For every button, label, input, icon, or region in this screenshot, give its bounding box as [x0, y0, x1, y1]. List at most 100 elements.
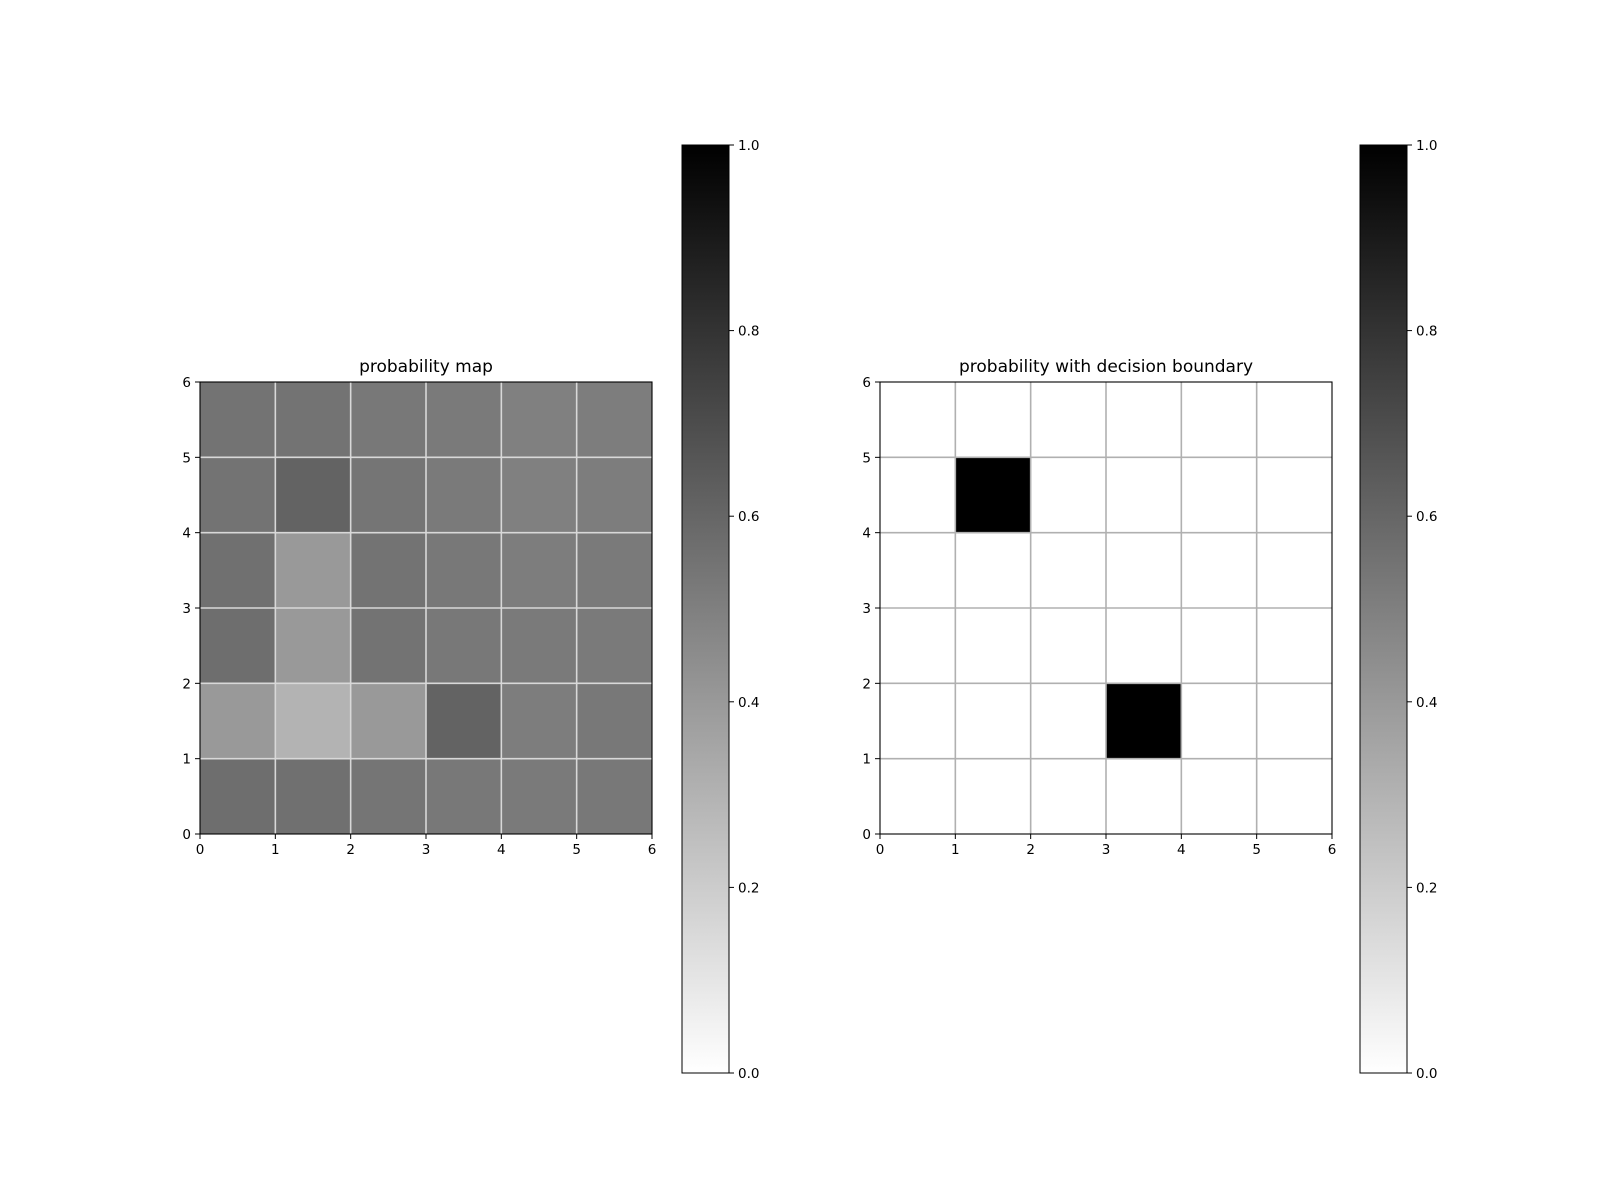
- x-tick-label: 4: [497, 842, 506, 858]
- heatmap-cell-r5-c0: [880, 758, 956, 834]
- heatmap-cell-r2-c0: [200, 532, 276, 608]
- heatmap-cell-r3-c3: [426, 608, 502, 684]
- heatmap-cell-r4-c5: [1256, 683, 1332, 759]
- x-tick-label: 4: [1177, 842, 1186, 858]
- heatmap-cell-r2-c3: [426, 532, 502, 608]
- heatmap-cell-r5-c2: [1030, 758, 1106, 834]
- heatmap-cell-r0-c4: [1181, 382, 1257, 458]
- heatmap-cell-r0-c3: [1106, 382, 1182, 458]
- heatmap-cell-r5-c1: [275, 758, 351, 834]
- heatmap-cell-r1-c0: [200, 457, 276, 533]
- colorbar: [1359, 144, 1408, 1074]
- heatmap-cell-r4-c3: [1106, 683, 1182, 759]
- decision-boundary-chart: probability with decision boundary 0 1 2 3 4 5…: [862, 138, 1437, 1082]
- colorbar-tick-label: 1.0: [738, 138, 759, 154]
- heatmap-cell-r5-c3: [426, 758, 502, 834]
- y-tick-label: 6: [182, 375, 191, 391]
- colorbar-tick-label: 0.2: [1416, 880, 1437, 896]
- y-tick-label: 0: [182, 827, 191, 843]
- heatmap-cell-r2-c1: [275, 532, 351, 608]
- heatmap-cell-r1-c4: [1181, 457, 1257, 533]
- heatmap-cell-r1-c1: [955, 457, 1031, 533]
- heatmap-cell-r3-c4: [1181, 608, 1257, 684]
- x-tick-label: 0: [876, 842, 885, 858]
- colorbar-tick-label: 0.8: [738, 324, 759, 340]
- y-tick-label: 5: [862, 450, 871, 466]
- heatmap-cell-r0-c0: [200, 382, 276, 458]
- heatmap-cell-r0-c4: [501, 382, 577, 458]
- heatmap-cell-r2-c0: [880, 532, 956, 608]
- heatmap-cell-r5-c3: [1106, 758, 1182, 834]
- heatmap-cell-r2-c2: [350, 532, 426, 608]
- heatmap-cell-r3-c0: [880, 608, 956, 684]
- heatmap-cell-r2-c4: [1181, 532, 1257, 608]
- heatmap-cell-r3-c3: [1106, 608, 1182, 684]
- heatmap-cell-r4-c2: [350, 683, 426, 759]
- heatmap-cell-r3-c1: [955, 608, 1031, 684]
- heatmap-cell-r3-c5: [1256, 608, 1332, 684]
- heatmap-cell-r0-c0: [880, 382, 956, 458]
- y-tick-label: 2: [182, 676, 191, 692]
- chart-title: probability map: [359, 357, 493, 377]
- x-tick-label: 1: [271, 842, 280, 858]
- colorbar-tick-label: 0.2: [738, 880, 759, 896]
- x-tick-label: 6: [648, 842, 657, 858]
- heatmap-cell-r0-c3: [426, 382, 502, 458]
- heatmap-cell-r4-c4: [1181, 683, 1257, 759]
- heatmap-cell-r4-c1: [275, 683, 351, 759]
- heatmap-cell-r0-c5: [576, 382, 652, 458]
- chart-title: probability with decision boundary: [959, 357, 1253, 377]
- heatmap-cell-r0-c2: [350, 382, 426, 458]
- heatmap-cell-r0-c2: [1030, 382, 1106, 458]
- heatmap-cell-r1-c1: [275, 457, 351, 533]
- heatmap-cell-r4-c5: [576, 683, 652, 759]
- heatmap-cell-r2-c1: [955, 532, 1031, 608]
- y-tick-label: 1: [862, 752, 871, 768]
- colorbar-tick-label: 0.4: [1416, 695, 1437, 711]
- y-tick-label: 3: [862, 601, 871, 617]
- heatmap-cell-r1-c3: [1106, 457, 1182, 533]
- heatmap-cell-r2-c5: [1256, 532, 1332, 608]
- heatmap-cell-r1-c2: [350, 457, 426, 533]
- heatmap-cell-r2-c5: [576, 532, 652, 608]
- colorbar-tick-label: 0.0: [738, 1066, 759, 1082]
- heatmap-cell-r1-c2: [1030, 457, 1106, 533]
- heatmap-cell-r2-c4: [501, 532, 577, 608]
- y-tick-label: 0: [862, 827, 871, 843]
- heatmap-cell-r4-c4: [501, 683, 577, 759]
- colorbar-tick-label: 0.0: [1416, 1066, 1437, 1082]
- heatmap-cell-r4-c0: [200, 683, 276, 759]
- y-tick-label: 3: [182, 601, 191, 617]
- x-tick-label: 1: [951, 842, 960, 858]
- x-tick-label: 6: [1328, 842, 1337, 858]
- heatmap-cell-r1-c4: [501, 457, 577, 533]
- y-tick-label: 2: [862, 676, 871, 692]
- heatmap-cell-r1-c5: [1256, 457, 1332, 533]
- colorbar-tick-label: 0.6: [738, 509, 759, 525]
- y-tick-label: 4: [182, 526, 191, 542]
- x-tick-label: 0: [196, 842, 205, 858]
- heatmap-cell-r4-c1: [955, 683, 1031, 759]
- heatmap-cell-r4-c0: [880, 683, 956, 759]
- heatmap-cell-r4-c2: [1030, 683, 1106, 759]
- heatmap-cell-r1-c3: [426, 457, 502, 533]
- x-tick-label: 3: [1102, 842, 1111, 858]
- heatmap-cell-r0-c5: [1256, 382, 1332, 458]
- colorbar: [681, 144, 730, 1074]
- heatmap-cell-r3-c0: [200, 608, 276, 684]
- y-tick-label: 4: [862, 526, 871, 542]
- heatmap-cell-r3-c5: [576, 608, 652, 684]
- colorbar-tick-label: 0.6: [1416, 509, 1437, 525]
- heatmap-cell-r5-c5: [1256, 758, 1332, 834]
- heatmap-cell-r5-c0: [200, 758, 276, 834]
- colorbar-tick-label: 0.4: [738, 695, 759, 711]
- heatmap-cell-r3-c4: [501, 608, 577, 684]
- x-tick-label: 5: [1252, 842, 1261, 858]
- y-tick-label: 6: [862, 375, 871, 391]
- heatmap-cell-r5-c5: [576, 758, 652, 834]
- heatmap-cell-r2-c3: [1106, 532, 1182, 608]
- colorbar-tick-label: 0.8: [1416, 324, 1437, 340]
- heatmap-cell-r3-c2: [350, 608, 426, 684]
- heatmap-cell-r5-c1: [955, 758, 1031, 834]
- heatmap-cell-r1-c5: [576, 457, 652, 533]
